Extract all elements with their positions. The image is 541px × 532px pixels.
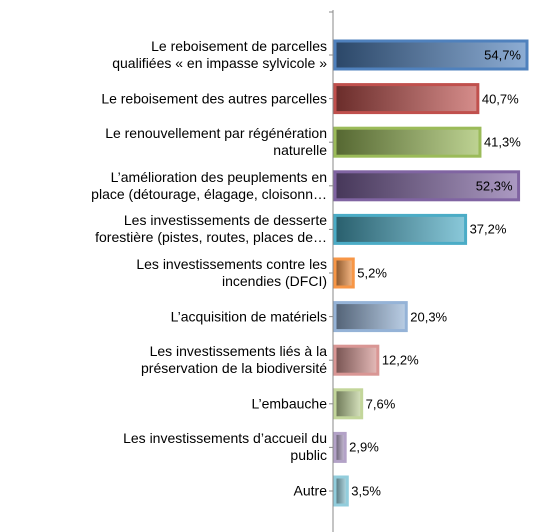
category-label: L’embauche bbox=[251, 395, 327, 412]
category-label: Le reboisement des autres parcelles bbox=[101, 90, 327, 107]
value-label: 54,7% bbox=[484, 47, 521, 63]
category-label: Les investissements d’accueil du public bbox=[123, 430, 327, 464]
bar bbox=[333, 344, 380, 376]
bar bbox=[333, 213, 468, 245]
category-label: Le renouvellement par régénération natur… bbox=[105, 125, 327, 159]
bar bbox=[333, 257, 355, 289]
value-label: 7,6% bbox=[365, 396, 396, 412]
category-label: Les investissements liés à la préservati… bbox=[141, 343, 327, 377]
bar bbox=[333, 170, 521, 202]
value-label: 3,5% bbox=[351, 483, 381, 499]
bar bbox=[333, 388, 364, 420]
category-label: Le reboisement de parcelles qualifiées «… bbox=[112, 38, 327, 71]
category-label: Les investissements de desserte forestiè… bbox=[95, 212, 327, 246]
value-label: 5,2% bbox=[357, 265, 387, 281]
bar bbox=[333, 301, 408, 333]
bar bbox=[333, 475, 349, 507]
bar bbox=[333, 126, 482, 158]
value-label: 41,3% bbox=[483, 134, 521, 150]
category-label: Les investissements contre les incendies… bbox=[136, 256, 327, 289]
value-label: 20,3% bbox=[410, 309, 448, 325]
value-label: 40,7% bbox=[481, 91, 519, 107]
value-label: 52,3% bbox=[475, 178, 513, 194]
category-label: Autre bbox=[293, 482, 327, 499]
category-label: L’amélioration des peuplements en place … bbox=[91, 168, 327, 202]
bar bbox=[333, 39, 529, 71]
category-label: L’acquisition de matériels bbox=[170, 308, 327, 325]
bar bbox=[333, 431, 347, 463]
value-label: 12,2% bbox=[381, 352, 419, 368]
value-label: 37,2% bbox=[469, 221, 507, 237]
bar bbox=[333, 83, 480, 115]
value-label: 2,9% bbox=[349, 439, 379, 455]
